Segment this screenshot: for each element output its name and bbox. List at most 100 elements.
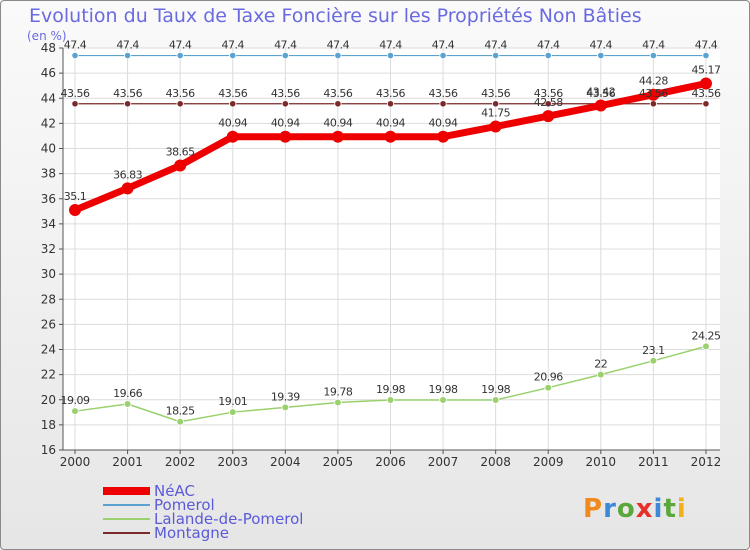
y-axis-label: (en %) [27,29,67,43]
y-tick-label: 20 [41,393,56,407]
x-tick-label: 2004 [270,455,301,469]
data-label-n-ac: 40.94 [271,117,300,130]
data-point-montagne [176,100,184,108]
data-point-montagne [123,100,132,108]
data-label-montagne: 43.56 [534,87,563,100]
x-tick-label: 2008 [480,455,511,469]
data-point-montagne [439,100,447,108]
logo-letter: x [636,494,654,524]
data-point-lalande-de-pomerol [71,407,79,415]
data-label-n-ac: 40.94 [218,117,247,130]
data-point-n-ac [174,159,187,172]
data-label-n-ac: 40.94 [323,117,352,130]
y-tick-label: 18 [41,418,56,432]
data-label-montagne: 43.56 [166,87,195,100]
data-label-n-ac: 45.17 [691,64,720,77]
data-point-n-ac [121,182,134,195]
x-tick-label: 2002 [165,455,196,469]
data-point-lalande-de-pomerol [544,383,553,392]
data-label-lalande-de-pomerol: 20.96 [534,371,563,384]
data-label-pomerol: 47.4 [274,39,297,52]
x-tick-label: 2012 [691,455,722,469]
y-tick-label: 32 [41,242,56,256]
data-label-n-ac: 36.83 [113,168,142,181]
y-tick-label: 40 [41,142,56,156]
y-tick-label: 24 [41,343,56,357]
data-point-pomerol [386,51,395,60]
x-tick-label: 2000 [60,455,91,469]
data-point-pomerol [544,51,552,60]
y-tick-label: 46 [41,66,56,80]
data-point-pomerol [492,51,500,60]
x-tick-label: 2005 [323,455,354,469]
y-tick-label: 34 [41,217,56,231]
legend-label-pomerol: Pomerol [154,496,215,514]
data-label-n-ac: 44.28 [639,75,668,88]
data-label-pomerol: 47.4 [379,39,402,52]
data-label-pomerol: 47.4 [327,39,350,52]
data-label-n-ac: 42.58 [534,96,563,109]
data-label-lalande-de-pomerol: 19.01 [218,395,247,408]
data-point-lalande-de-pomerol [596,370,605,379]
data-label-pomerol: 47.4 [169,39,192,52]
data-label-lalande-de-pomerol: 19.98 [481,383,510,396]
data-label-montagne: 43.56 [691,87,720,100]
data-point-n-ac [226,130,239,143]
data-label-n-ac: 41.75 [481,107,510,120]
data-point-pomerol [123,51,132,60]
data-point-n-ac [69,204,81,217]
data-point-montagne [544,100,552,108]
data-point-n-ac [647,88,660,101]
data-label-lalande-de-pomerol: 19.09 [61,394,90,407]
y-tick-label: 16 [41,443,56,457]
x-tick-label: 2001 [112,455,143,469]
data-label-pomerol: 47.4 [695,39,718,52]
data-label-lalande-de-pomerol: 19.98 [429,383,458,396]
data-label-montagne: 43.56 [323,87,352,100]
data-point-pomerol [649,51,657,60]
data-label-lalande-de-pomerol: 24.25 [691,329,720,342]
y-tick-label: 26 [41,317,56,331]
data-point-lalande-de-pomerol [649,357,658,365]
data-point-montagne [281,100,289,108]
logo-letter: P [583,494,603,524]
data-point-montagne [386,100,395,108]
data-point-lalande-de-pomerol [176,417,184,426]
data-point-pomerol [176,51,184,60]
proxiti-logo: Proxiti [583,494,687,524]
legend-label-n-ac: NéAC [154,482,195,500]
data-point-n-ac [331,130,344,143]
data-point-lalande-de-pomerol [123,400,132,408]
data-label-pomerol: 47.4 [432,39,455,52]
data-point-n-ac [542,110,555,123]
data-label-lalande-de-pomerol: 19.66 [113,387,142,400]
data-label-n-ac: 40.94 [429,117,458,130]
data-label-pomerol: 47.4 [484,39,507,52]
data-point-n-ac [699,77,712,90]
data-label-lalande-de-pomerol: 22 [594,358,607,371]
data-label-montagne: 43.56 [376,87,405,100]
data-point-montagne [229,100,237,108]
data-point-n-ac [279,130,292,143]
data-label-n-ac: 38.65 [166,145,195,158]
y-tick-label: 42 [41,116,56,130]
x-tick-label: 2006 [375,455,406,469]
data-point-lalande-de-pomerol [439,396,447,404]
data-point-montagne [71,100,79,108]
data-point-pomerol [229,51,237,60]
logo-text: Proxiti [583,494,687,524]
data-point-pomerol [702,51,710,60]
data-label-n-ac: 40.94 [376,117,405,130]
data-point-montagne [334,100,342,108]
x-tick-label: 2010 [586,455,617,469]
x-tick-label: 2007 [428,455,459,469]
data-point-lalande-de-pomerol [491,396,500,404]
data-label-lalande-de-pomerol: 23.1 [642,344,665,357]
chart-title: Evolution du Taux de Taxe Foncière sur l… [29,5,642,27]
data-point-n-ac [594,99,607,112]
data-point-montagne [649,100,657,108]
data-label-pomerol: 47.4 [590,39,613,52]
x-tick-label: 2009 [533,455,564,469]
data-label-n-ac: 43.42 [586,86,615,99]
